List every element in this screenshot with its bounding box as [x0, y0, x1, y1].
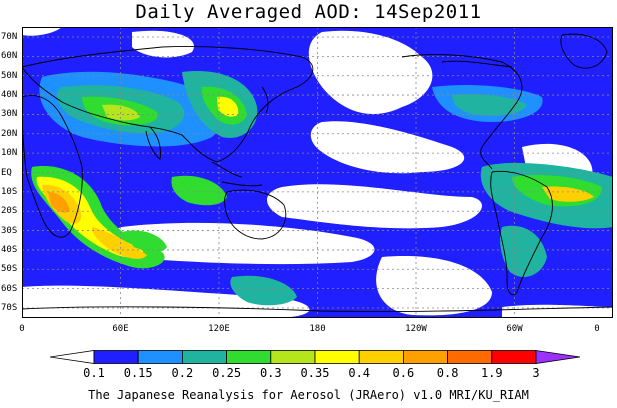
longitude-label: 120E: [208, 324, 230, 334]
colorbar-swatch: [491, 350, 537, 364]
aod-map-canvas: [22, 27, 613, 318]
map-border: [22, 27, 613, 318]
latitude-label: 60S: [1, 283, 18, 294]
colorbar-tick-label: 0.15: [123, 366, 153, 380]
colorbar-tick-label: 0.35: [300, 366, 330, 380]
colorbar-max-triangle: [535, 350, 580, 364]
latitude-label: 20N: [1, 128, 18, 139]
map-title: Daily Averaged AOD: 14Sep2011: [135, 1, 482, 23]
colorbar-tick-label: 0.1: [83, 366, 105, 380]
latitude-label: 40S: [1, 244, 18, 255]
latitude-label: 50S: [1, 264, 18, 275]
colorbar-tick-label: 0.3: [259, 366, 282, 380]
colorbar-swatch: [93, 350, 139, 364]
colorbar-tick-label: 0.8: [436, 366, 459, 380]
latitude-label: 30N: [1, 109, 18, 120]
high-aod-regions: [31, 166, 167, 269]
colorbar-tick-label: 3: [532, 366, 540, 380]
latitude-label: 30S: [1, 225, 18, 236]
colorbar-tick-label: 0.2: [171, 366, 194, 380]
longitude-label: 180: [309, 324, 326, 334]
longitude-label: 60E: [112, 324, 129, 334]
footer-credit: The Japanese Reanalysis for Aerosol (JRA…: [88, 388, 529, 402]
latitude-label: 60N: [1, 51, 18, 62]
coastlines: [22, 33, 613, 312]
latitude-label: 70S: [1, 303, 18, 313]
colorbar-swatch: [447, 350, 493, 364]
moderate-aod-regions: [39, 71, 613, 306]
colorbar-min-triangle: [50, 350, 95, 364]
latitude-label: 10S: [1, 186, 18, 197]
aod-colorbar: [50, 350, 580, 364]
colorbar-swatch: [402, 350, 448, 364]
aod-map: [22, 27, 613, 318]
longitude-label: 120W: [405, 324, 427, 334]
colorbar-swatch: [137, 350, 183, 364]
latitude-label: EQ: [1, 167, 12, 178]
colorbar-swatch: [270, 350, 316, 364]
longitude-label: 0: [19, 324, 25, 334]
colorbar-tick-label: 0.4: [348, 366, 371, 380]
colorbar-swatch: [226, 350, 272, 364]
latitude-label: 50N: [1, 70, 18, 81]
latitude-label: 10N: [1, 148, 18, 159]
colorbar-tick-label: 1.9: [480, 366, 503, 380]
colorbar-tick-label: 0.6: [392, 366, 415, 380]
colorbar-swatch: [314, 350, 360, 364]
latitude-label: 40N: [1, 90, 18, 101]
latitude-label: 20S: [1, 206, 18, 217]
colorbar-swatch: [181, 350, 227, 364]
longitude-label: 0: [594, 324, 600, 334]
longitude-label: 60W: [506, 324, 523, 334]
colorbar-swatch: [358, 350, 404, 364]
latitude-label: 70N: [1, 32, 18, 42]
colorbar-tick-label: 0.25: [212, 366, 242, 380]
